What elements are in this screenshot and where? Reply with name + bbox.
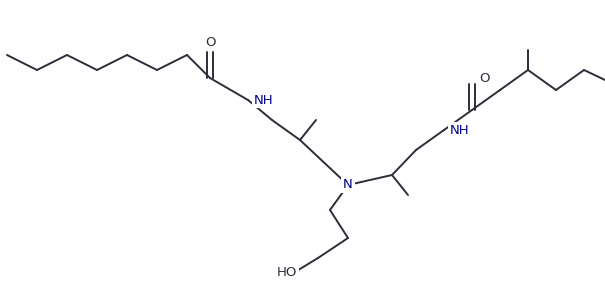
Text: HO: HO	[277, 266, 297, 279]
Text: N: N	[343, 179, 353, 192]
Text: O: O	[204, 36, 215, 49]
Text: NH: NH	[254, 94, 274, 107]
Text: NH: NH	[450, 123, 470, 136]
Text: O: O	[479, 71, 489, 84]
